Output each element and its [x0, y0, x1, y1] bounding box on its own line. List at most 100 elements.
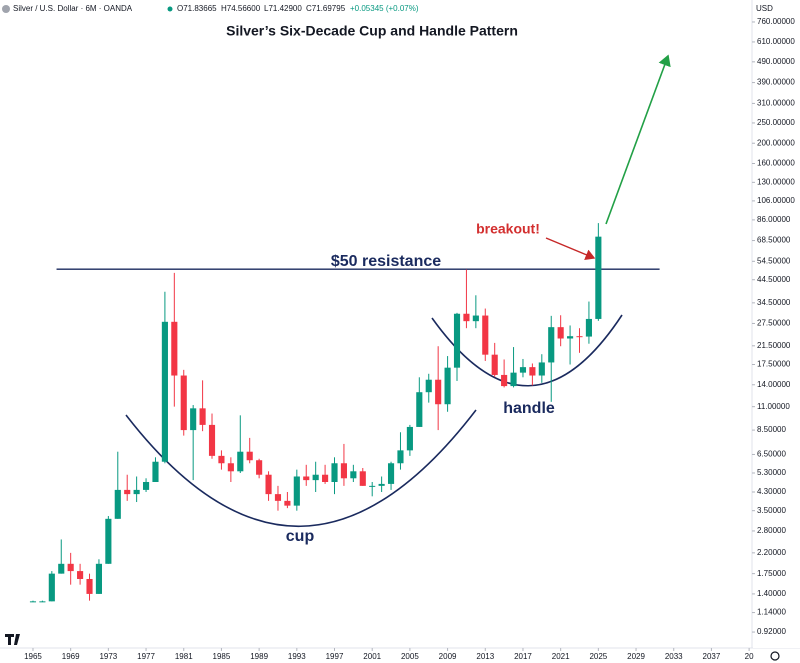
x-tick-label: 1989 [250, 652, 268, 661]
candle-body [218, 455, 225, 464]
y-tick-label: 68.50000 [757, 236, 791, 245]
candle-body [293, 476, 300, 506]
candle-body [114, 489, 121, 519]
y-tick-label: 27.50000 [757, 319, 791, 328]
cup-label: cup [286, 528, 315, 545]
x-tick-label: 1965 [24, 652, 42, 661]
candle-body [595, 236, 602, 319]
candle-body [416, 392, 423, 427]
candle-body [331, 463, 338, 482]
candle-body [567, 336, 574, 339]
y-tick-label: 2.20000 [757, 548, 786, 557]
y-tick-label: 34.50000 [757, 298, 791, 307]
candle-body [265, 474, 272, 495]
y-tick-label: 44.50000 [757, 275, 791, 284]
candle-body [425, 379, 432, 393]
candle-body [576, 336, 583, 338]
x-tick-label: 2021 [552, 652, 570, 661]
candle-body [406, 426, 413, 451]
y-tick-label: 14.00000 [757, 380, 791, 389]
candle-body [180, 375, 187, 431]
y-tick-label: 5.30000 [757, 468, 786, 477]
chart-title: Silver’s Six-Decade Cup and Handle Patte… [226, 23, 518, 39]
cup-curve [125, 409, 477, 527]
candle-body [472, 315, 479, 322]
candle-body [548, 327, 555, 363]
breakout-arrow [545, 237, 596, 260]
candle-body [557, 327, 564, 339]
y-tick-label: 0.92000 [757, 627, 786, 636]
candle-body [312, 474, 319, 481]
candle-body [133, 489, 140, 495]
y-tick-label: 2.80000 [757, 526, 786, 535]
x-tick-label: 2037 [703, 652, 721, 661]
candle-body [378, 483, 385, 486]
candle-body [95, 563, 103, 594]
x-tick-label: 1977 [137, 652, 155, 661]
y-tick-label: 130.00000 [757, 177, 795, 186]
y-tick-label: 21.50000 [757, 341, 791, 350]
x-tick-label: 2005 [401, 652, 419, 661]
y-tick-label: 54.50000 [757, 256, 791, 265]
y-tick-label: 200.00000 [757, 138, 795, 147]
candle-body [142, 481, 150, 490]
y-tick-label: 760.00000 [757, 17, 795, 26]
y-tick-label: 4.30000 [757, 487, 786, 496]
candle-body [453, 313, 461, 368]
x-tick-label: 2009 [439, 652, 457, 661]
x-tick-label: 2001 [363, 652, 381, 661]
x-tick-label: 2013 [476, 652, 494, 661]
candle-body [227, 463, 234, 472]
y-tick-label: 310.00000 [757, 99, 795, 108]
candle-body [86, 578, 93, 594]
candle-body [29, 601, 37, 603]
candle-body [510, 372, 517, 387]
y-tick-label: 11.00000 [757, 402, 790, 411]
candle-body [237, 451, 244, 472]
candle-body [58, 563, 65, 574]
x-tick-label: 1985 [213, 652, 231, 661]
candle-body [585, 318, 592, 337]
handle-label: handle [503, 400, 555, 417]
ohlc-low: L71.42900 [264, 4, 302, 13]
y-tick-label: 1.40000 [757, 589, 786, 598]
breakout-label: breakout! [476, 221, 540, 237]
ohlc-high: H74.56600 [221, 4, 261, 13]
x-tick-label: 2025 [589, 652, 607, 661]
candle-body [77, 571, 84, 579]
y-tick-label: 106.00000 [757, 196, 795, 205]
candle-body [256, 460, 263, 475]
candle-body [67, 563, 74, 572]
y-tick-label: 8.50000 [757, 425, 786, 434]
candle-body [246, 451, 253, 461]
candle-body [350, 471, 357, 479]
candle-body [538, 362, 545, 376]
candle-body [303, 476, 310, 481]
candle-body [397, 450, 404, 464]
candle-body [444, 367, 451, 405]
resistance-label: $50 resistance [331, 253, 441, 270]
x-tick-label: 1969 [62, 652, 80, 661]
y-tick-label: 490.00000 [757, 57, 795, 66]
y-tick-label: 610.00000 [757, 37, 795, 46]
x-tick-label: 1981 [175, 652, 193, 661]
candle-body [39, 601, 46, 603]
x-tick-label: 2029 [627, 652, 645, 661]
x-tick-label: 1993 [288, 652, 306, 661]
candle-body [124, 489, 131, 495]
y-tick-label: 1.14000 [757, 608, 786, 617]
ohlc-open: O71.83665 [177, 4, 217, 13]
price-axis-bg [753, 18, 800, 648]
settings-icon [770, 651, 780, 661]
candle-body [208, 424, 216, 456]
candle-body [435, 379, 442, 405]
candle-body [199, 408, 206, 425]
candle-body [482, 315, 489, 355]
y-tick-label: 390.00000 [757, 78, 795, 87]
x-tick-label: 2033 [665, 652, 683, 661]
candle-body [529, 367, 536, 376]
ohlc-change: +0.05345 (+0.07%) [350, 4, 419, 13]
ohlc-close: C71.69795 [306, 4, 346, 13]
symbol-name: Silver / U.S. Dollar · 6M · OANDA [13, 4, 133, 13]
